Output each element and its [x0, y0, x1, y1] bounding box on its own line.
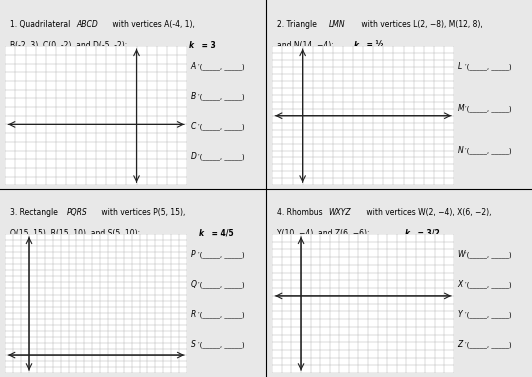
Text: ′(_____, _____): ′(_____, _____)	[198, 93, 245, 100]
Text: 3. Rectangle: 3. Rectangle	[11, 208, 61, 217]
Text: B: B	[190, 92, 196, 101]
Text: ′(_____, _____): ′(_____, _____)	[198, 311, 245, 318]
Text: ′(_____, _____): ′(_____, _____)	[198, 341, 245, 348]
Text: = 3: = 3	[198, 41, 215, 50]
Text: 4. Rhombus: 4. Rhombus	[278, 208, 326, 217]
Text: with vertices W(2, −4), X(6, −2),: with vertices W(2, −4), X(6, −2),	[364, 208, 492, 217]
Text: WXYZ: WXYZ	[328, 208, 351, 217]
Text: D: D	[190, 152, 196, 161]
Text: with vertices L(2, −8), M(12, 8),: with vertices L(2, −8), M(12, 8),	[359, 20, 483, 29]
Text: ′(_____, _____): ′(_____, _____)	[465, 64, 512, 70]
Text: LMN: LMN	[328, 20, 345, 29]
Text: X: X	[458, 280, 463, 289]
Text: A: A	[190, 63, 196, 72]
Text: Z: Z	[458, 340, 463, 349]
Text: L: L	[458, 63, 462, 72]
Text: ′(_____, _____): ′(_____, _____)	[465, 281, 512, 288]
Text: Q: Q	[190, 280, 197, 289]
Text: ′(_____, _____): ′(_____, _____)	[198, 153, 245, 160]
Text: Y(10, −4), and Z(6, −6):: Y(10, −4), and Z(6, −6):	[278, 229, 375, 238]
Text: Y: Y	[458, 310, 462, 319]
Text: ′(_____, _____): ′(_____, _____)	[465, 251, 512, 258]
Text: 2. Triangle: 2. Triangle	[278, 20, 320, 29]
Text: R: R	[190, 310, 196, 319]
Text: ′(_____, _____): ′(_____, _____)	[465, 341, 512, 348]
Text: = 3/2: = 3/2	[415, 229, 439, 238]
Text: N: N	[458, 146, 463, 155]
Text: ′(_____, _____): ′(_____, _____)	[198, 64, 245, 70]
Text: and N(14, −4):: and N(14, −4):	[278, 41, 339, 50]
Text: C: C	[190, 122, 196, 131]
Text: P: P	[190, 250, 195, 259]
Text: = ½: = ½	[364, 41, 384, 50]
Text: k: k	[354, 41, 359, 50]
Text: ′(_____, _____): ′(_____, _____)	[465, 147, 512, 154]
Text: k: k	[188, 41, 194, 50]
Text: k: k	[198, 229, 204, 238]
Text: B(-2, 3), C(0, -2), and D(-5, -2):: B(-2, 3), C(0, -2), and D(-5, -2):	[11, 41, 132, 50]
Text: ′(_____, _____): ′(_____, _____)	[198, 281, 245, 288]
Text: ′(_____, _____): ′(_____, _____)	[198, 123, 245, 130]
Text: Q(15, 15), R(15, 10), and S(5, 10):: Q(15, 15), R(15, 10), and S(5, 10):	[11, 229, 145, 238]
Text: ′(_____, _____): ′(_____, _____)	[465, 311, 512, 318]
Text: S: S	[190, 340, 195, 349]
Text: = 4/5: = 4/5	[209, 229, 234, 238]
Text: ABCD: ABCD	[77, 20, 98, 29]
Text: ′(_____, _____): ′(_____, _____)	[465, 106, 512, 112]
Text: with vertices P(5, 15),: with vertices P(5, 15),	[99, 208, 186, 217]
Text: k: k	[405, 229, 410, 238]
Text: 1. Quadrilateral: 1. Quadrilateral	[11, 20, 73, 29]
Text: PQRS: PQRS	[66, 208, 87, 217]
Text: M: M	[458, 104, 464, 113]
Text: ′(_____, _____): ′(_____, _____)	[198, 251, 245, 258]
Text: with vertices A(-4, 1),: with vertices A(-4, 1),	[110, 20, 195, 29]
Text: W: W	[458, 250, 465, 259]
